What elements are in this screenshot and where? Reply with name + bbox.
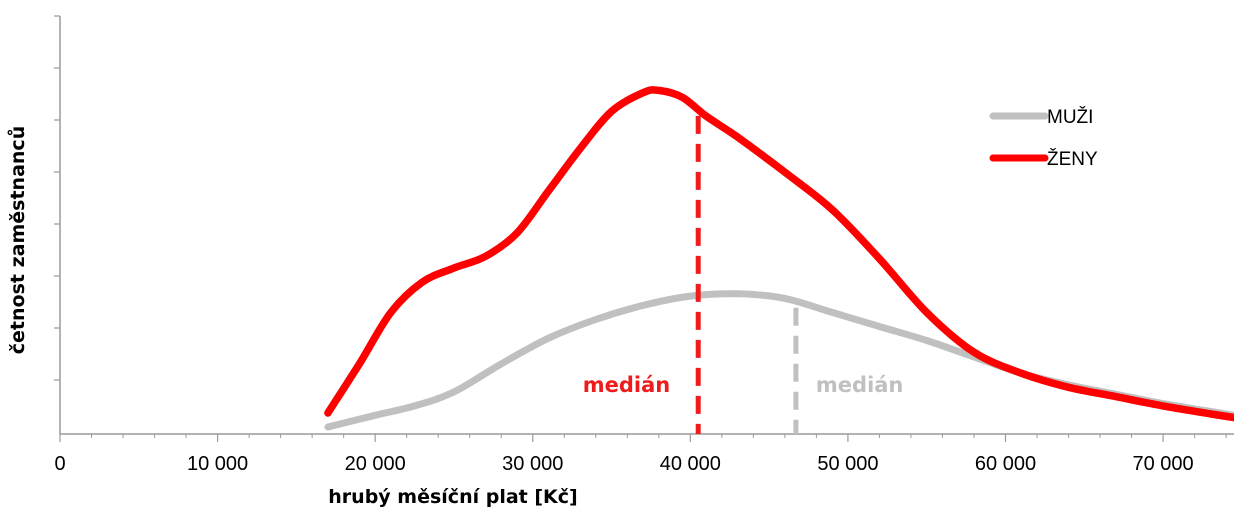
- x-tick-label: 10 000: [187, 453, 248, 475]
- x-tick-label: 40 000: [660, 453, 721, 475]
- y-axis-title: četnost zaměstnanců: [6, 126, 29, 354]
- x-major-ticks: [59, 434, 1164, 442]
- x-minor-ticks: [91, 434, 1227, 438]
- x-tick-label: 50 000: [817, 453, 878, 475]
- series-line-muzi: [324, 290, 1234, 431]
- series-line-zeny: [324, 86, 1234, 422]
- x-tick-label: 30 000: [502, 453, 563, 475]
- x-axis-title: hrubý měsíční plat [Kč]: [328, 486, 577, 508]
- x-tick-label: 20 000: [345, 453, 406, 475]
- x-tick-labels: 0 10 000 20 000 30 000 40 000 50 000 60 000 70 …: [54, 453, 1193, 475]
- axes: [59, 16, 1234, 435]
- x-tick-label: 0: [54, 453, 65, 475]
- median-label-muzi: medián: [816, 373, 903, 397]
- legend-label-muzi: MUŽI: [1047, 106, 1093, 128]
- legend: MUŽI ŽENY: [989, 106, 1098, 170]
- x-tick-label: 60 000: [975, 453, 1036, 475]
- median-layer: medián medián: [583, 115, 903, 434]
- median-label-zeny: medián: [583, 373, 670, 397]
- x-tick-label: 70 000: [1133, 453, 1194, 475]
- y-ticks: [54, 15, 60, 381]
- legend-label-zeny: ŽENY: [1047, 148, 1098, 170]
- series-layer: [324, 86, 1234, 431]
